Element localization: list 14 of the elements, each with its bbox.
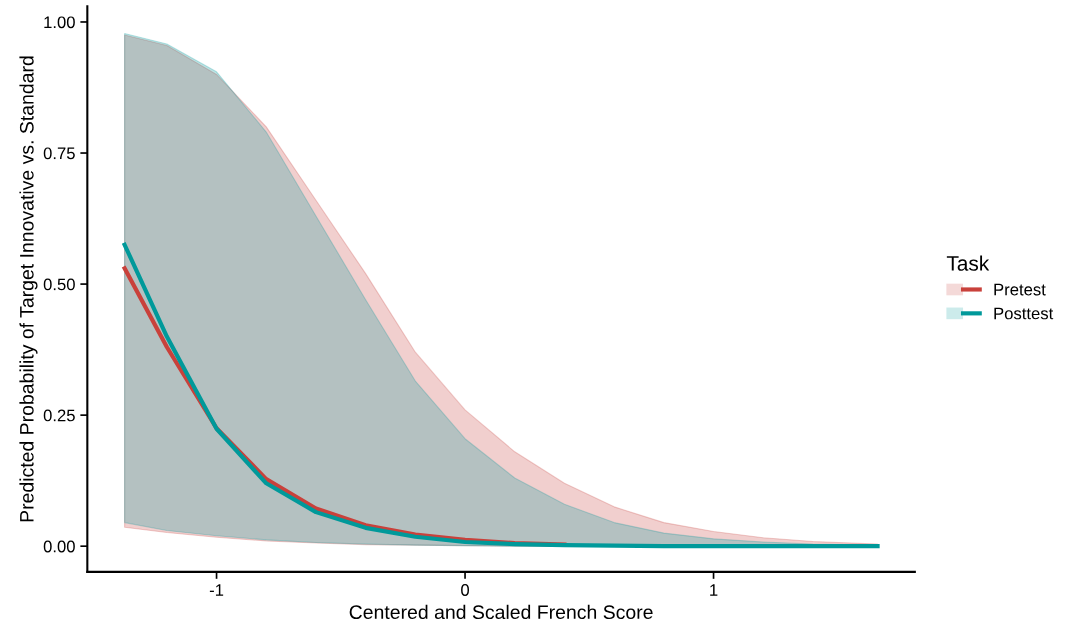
legend-label: Posttest [994,307,1054,320]
y-tick-label: 0.25 [43,409,75,422]
y-tick-label: 0.00 [43,540,75,553]
x-tick-label: -1 [209,584,224,596]
x-tick-label: 0 [461,584,470,596]
x-tick-label: 1 [710,584,718,596]
y-tick-label: 0.50 [43,278,75,291]
line-series [122,242,880,549]
legend-title: Task [946,255,990,271]
y-tick-label: 0.75 [43,147,75,160]
legend-label: Pretest [994,283,1046,296]
y-tick-label: 1.00 [44,16,75,29]
y-axis-title: Predicted Probability of Target Innovative vs. Standard [19,56,38,522]
x-axis-title: Centered and Scaled French Score [349,604,653,620]
